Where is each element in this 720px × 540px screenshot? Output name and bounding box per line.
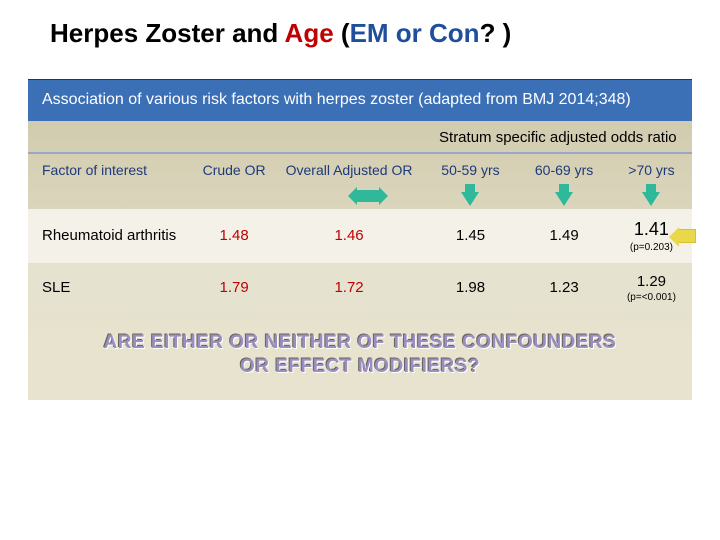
stratum-header-row: Stratum specific adjusted odds ratio bbox=[28, 121, 692, 153]
title-paren-open: ( bbox=[334, 18, 350, 48]
cell-s2: 1.49 bbox=[517, 209, 611, 263]
odds-ratio-table: Stratum specific adjusted odds ratio Fac… bbox=[28, 121, 692, 313]
row-name: SLE bbox=[28, 263, 194, 313]
slide-title: Herpes Zoster and Age (EM or Con? ) bbox=[0, 0, 720, 59]
down-arrow-icon bbox=[642, 192, 660, 206]
cell-s3: 1.29 (p=<0.001) bbox=[611, 263, 692, 313]
slide: Herpes Zoster and Age (EM or Con? ) Asso… bbox=[0, 0, 720, 540]
arrows-indicator-row bbox=[28, 192, 692, 209]
col-factor: Factor of interest bbox=[28, 153, 194, 192]
col-crude: Crude OR bbox=[194, 153, 275, 192]
cell-s1: 1.45 bbox=[424, 209, 518, 263]
cell-s1: 1.98 bbox=[424, 263, 518, 313]
title-emcon: EM or Con bbox=[350, 18, 480, 48]
row-name: Rheumatoid arthritis bbox=[28, 209, 194, 263]
title-part1: Herpes Zoster and bbox=[50, 18, 285, 48]
table-row: Rheumatoid arthritis 1.48 1.46 1.45 1.49… bbox=[28, 209, 692, 263]
cell-s2: 1.23 bbox=[517, 263, 611, 313]
cell-crude: 1.79 bbox=[194, 263, 275, 313]
table-row: SLE 1.79 1.72 1.98 1.23 1.29 (p=<0.001) bbox=[28, 263, 692, 313]
stratum-header: Stratum specific adjusted odds ratio bbox=[424, 121, 692, 153]
title-paren-close: ? ) bbox=[480, 18, 512, 48]
question-text: ARE EITHER OR NEITHER OF THESE CONFOUNDE… bbox=[28, 313, 692, 380]
title-age: Age bbox=[285, 18, 334, 48]
question-line1: ARE EITHER OR NEITHER OF THESE CONFOUNDE… bbox=[68, 331, 652, 356]
down-arrow-icon bbox=[461, 192, 479, 206]
cell-oadj: 1.72 bbox=[274, 263, 423, 313]
cell-oadj: 1.46 bbox=[274, 209, 423, 263]
table-panel: Association of various risk factors with… bbox=[28, 79, 692, 400]
question-line2: OR EFFECT MODIFIERS? bbox=[68, 355, 652, 380]
left-arrow-icon bbox=[678, 229, 696, 243]
cell-s3-val: 1.41 bbox=[634, 219, 669, 239]
cell-pval: (p=<0.001) bbox=[617, 292, 686, 303]
bi-arrow-icon bbox=[357, 190, 379, 202]
down-arrow-icon bbox=[555, 192, 573, 206]
cell-s3: 1.41 (p=0.203) bbox=[611, 209, 692, 263]
column-headers-row: Factor of interest Crude OR Overall Adju… bbox=[28, 153, 692, 192]
cell-crude: 1.48 bbox=[194, 209, 275, 263]
table-banner: Association of various risk factors with… bbox=[28, 80, 692, 121]
cell-s3-val: 1.29 bbox=[637, 273, 666, 290]
